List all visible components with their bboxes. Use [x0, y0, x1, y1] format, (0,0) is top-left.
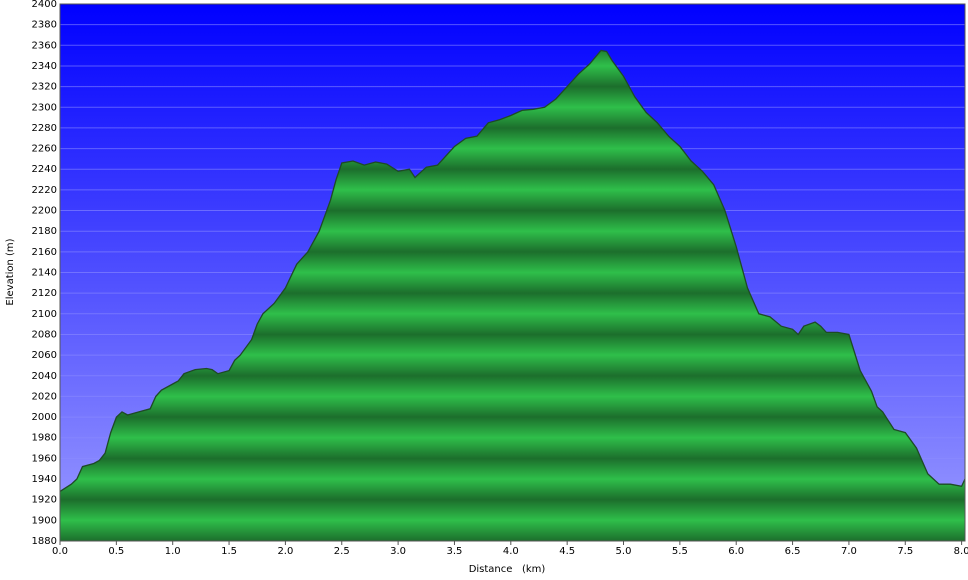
- y-tick-label: 2020: [32, 391, 57, 402]
- y-tick-label: 1920: [32, 495, 57, 506]
- x-tick-label: 7.5: [897, 546, 913, 557]
- y-tick-label: 2200: [32, 206, 57, 217]
- y-tick-label: 1880: [32, 536, 57, 547]
- y-tick-label: 2140: [32, 268, 57, 279]
- x-tick-label: 4.0: [503, 546, 519, 557]
- x-tick-label: 1.5: [221, 546, 237, 557]
- x-tick-label: 0.5: [108, 546, 124, 557]
- y-tick-label: 2280: [32, 123, 57, 134]
- y-tick-label: 2080: [32, 329, 57, 340]
- x-tick-label: 6.5: [785, 546, 801, 557]
- y-tick-label: 2320: [32, 82, 57, 93]
- profile-line: [59, 49, 966, 492]
- area-fill: [60, 50, 965, 541]
- x-tick-label: 1.0: [165, 546, 181, 557]
- y-tick-label: 2380: [32, 20, 57, 31]
- y-tick-label: 2300: [32, 102, 57, 113]
- y-tick-label: 2340: [32, 61, 57, 72]
- y-tick-label: 2360: [32, 40, 57, 51]
- x-axis-label: Distance (km): [469, 564, 546, 575]
- x-tick-label: 0.0: [52, 546, 68, 557]
- x-tick-label: 6.0: [728, 546, 744, 557]
- y-tick-label: 2000: [32, 412, 57, 423]
- plot-border: [59, 3, 966, 542]
- x-tick-label: 8.0: [954, 546, 968, 557]
- y-tick-label: 2220: [32, 185, 57, 196]
- y-tick-label: 1940: [32, 474, 57, 485]
- y-tick-label: 2400: [32, 0, 57, 10]
- x-tick-label: 5.0: [616, 546, 632, 557]
- x-tick-label: 2.0: [277, 546, 293, 557]
- y-axis-label: Elevation (m): [5, 238, 16, 305]
- y-tick-label: 2040: [32, 371, 57, 382]
- x-tick-label: 3.0: [390, 546, 406, 557]
- y-tick-label: 2160: [32, 247, 57, 258]
- x-tick-label: 5.5: [672, 546, 688, 557]
- x-tick-label: 4.5: [559, 546, 575, 557]
- x-tick-label: 7.0: [841, 546, 857, 557]
- y-tick-label: 2240: [32, 164, 57, 175]
- x-tick-label: 3.5: [447, 546, 463, 557]
- y-tick-label: 1960: [32, 453, 57, 464]
- y-tick-label: 1900: [32, 515, 57, 526]
- y-tick-label: 2180: [32, 226, 57, 237]
- y-tick-label: 2120: [32, 288, 57, 299]
- y-tick-label: 1980: [32, 433, 57, 444]
- y-tick-label: 2060: [32, 350, 57, 361]
- x-tick-label: 2.5: [334, 546, 350, 557]
- y-tick-label: 2260: [32, 144, 57, 155]
- y-tick-label: 2100: [32, 309, 57, 320]
